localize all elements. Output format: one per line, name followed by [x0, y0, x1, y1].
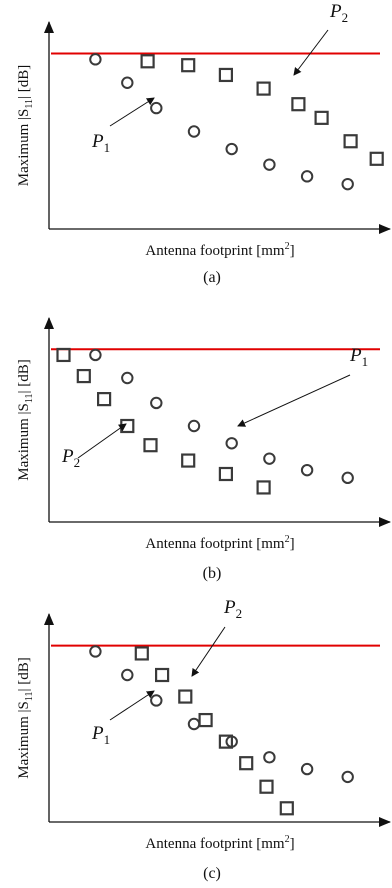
chart-panel-a: P1 P2 Antenna footprint [mm2] Maximum |S11|…: [16, 1, 391, 286]
data-point-p2: [218, 734, 233, 749]
annotation-label-p2: P2: [329, 1, 348, 25]
data-point-p1: [121, 76, 134, 89]
y-axis-label: Maximum |S11| [dB]: [16, 657, 35, 778]
data-point-p1: [225, 437, 238, 450]
data-point-p1: [121, 371, 134, 385]
data-point-p2: [369, 151, 384, 166]
chart-panel-b: P1 P2 Antenna footprint [mm2] Maximum |S11|…: [16, 317, 391, 582]
data-point-p1: [187, 125, 201, 138]
data-point-p1: [150, 694, 163, 707]
data-point-p1: [341, 770, 354, 784]
data-point-p1: [150, 101, 163, 115]
data-point-p1: [187, 419, 201, 433]
data-point-p1: [187, 717, 201, 731]
panel-caption: (b): [203, 565, 222, 582]
data-point-p1: [89, 53, 102, 66]
annotation-arrow: [109, 690, 155, 721]
data-point-p2: [181, 453, 196, 468]
data-point-p1: [300, 170, 314, 183]
data-point-p2: [56, 347, 71, 363]
data-point-p1: [121, 668, 134, 682]
data-point-p2: [256, 81, 271, 96]
x-axis-label: Antenna footprint [mm2]: [145, 834, 294, 852]
data-point-p2: [259, 779, 274, 794]
y-axis-label: Maximum |S11| [dB]: [16, 65, 35, 186]
data-point-p2: [314, 110, 329, 125]
x-axis-label: Antenna footprint [mm2]: [145, 534, 294, 552]
data-point-p2: [279, 801, 294, 816]
y-axis-label: Maximum |S11| [dB]: [16, 359, 35, 480]
panel-caption: (c): [203, 865, 221, 882]
annotation-label-p1: P1: [91, 131, 110, 155]
x-axis-label: Antenna footprint [mm2]: [145, 241, 294, 259]
annotation-label-p2: P2: [61, 446, 80, 470]
data-point-p2: [218, 466, 233, 482]
chart-panel-c: P1 P2 Antenna footprint [mm2] Maximum |S11|…: [16, 597, 391, 882]
data-point-p2: [140, 54, 155, 69]
data-point-p2: [155, 667, 170, 683]
annotation-label-p1: P1: [91, 723, 110, 747]
annotation-arrow: [191, 626, 226, 677]
data-point-p1: [89, 645, 102, 658]
data-point-p2: [239, 756, 254, 771]
annotation-arrow: [77, 423, 127, 459]
data-point-p1: [341, 471, 354, 485]
annotation-label-p1: P1: [349, 345, 368, 369]
data-point-p1: [341, 177, 354, 191]
data-point-p1: [263, 751, 276, 764]
annotation-arrow: [237, 374, 351, 427]
annotation-label-p2: P2: [223, 597, 242, 621]
data-point-p2: [291, 97, 306, 112]
data-point-p2: [181, 58, 196, 73]
data-point-p2: [256, 480, 271, 495]
data-point-p1: [263, 158, 276, 171]
data-point-p2: [178, 689, 193, 704]
panel-caption: (a): [203, 269, 221, 286]
data-point-p1: [300, 463, 314, 477]
data-point-p2: [343, 134, 358, 149]
data-point-p2: [96, 392, 112, 407]
data-point-p2: [134, 646, 149, 661]
annotation-arrow: [109, 97, 155, 127]
data-point-p2: [198, 712, 213, 728]
data-point-p2: [76, 368, 91, 384]
data-point-p2: [218, 67, 233, 83]
data-point-p1: [150, 396, 163, 410]
data-point-p1: [263, 452, 276, 465]
data-point-p1: [300, 762, 314, 776]
data-point-p1: [89, 348, 102, 362]
annotation-arrow: [293, 29, 329, 76]
data-point-p1: [225, 142, 238, 156]
data-point-p2: [143, 438, 158, 453]
